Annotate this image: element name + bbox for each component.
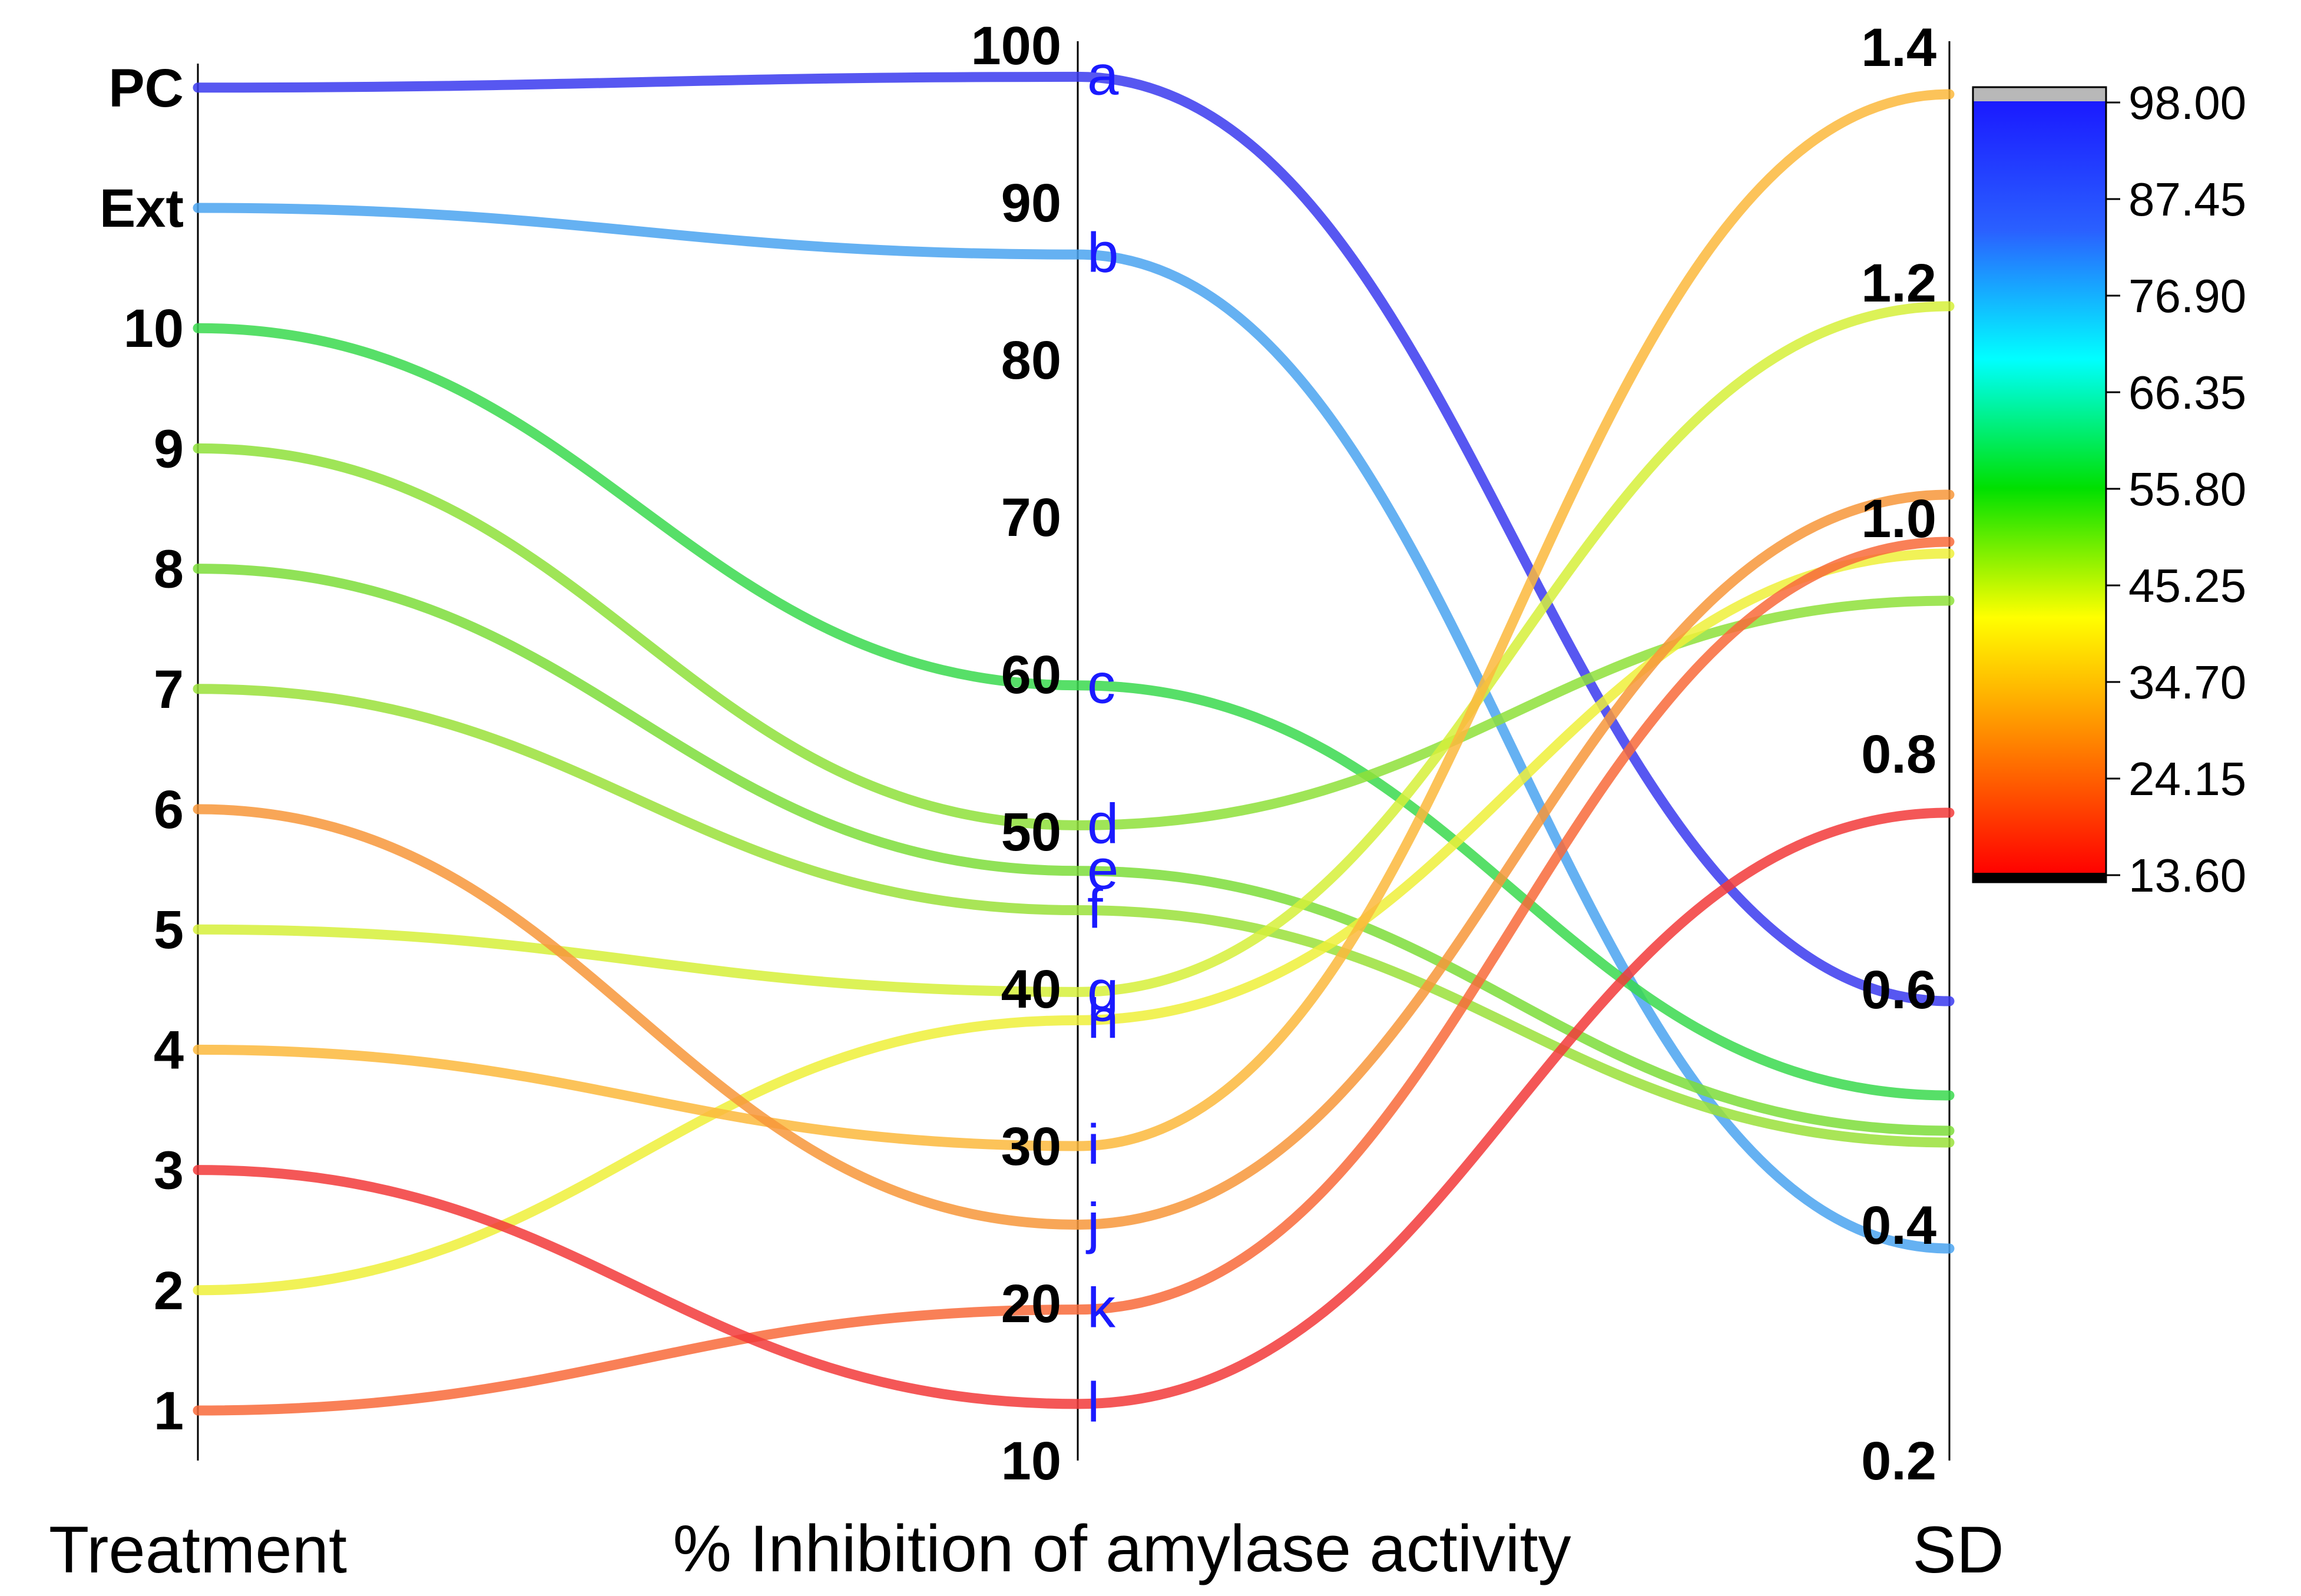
- colorbar-gradient: [1973, 101, 2106, 875]
- sd-tick-labels: 0.2 0.4 0.6 0.8 1.0 1.2 1.4: [1861, 18, 1936, 1491]
- series-line-7: [193, 684, 1955, 1148]
- significance-letter-f: f: [1087, 878, 1103, 941]
- series-line-10: [193, 323, 1955, 1101]
- significance-letter-e: e: [1087, 838, 1118, 901]
- sd-tick-0-4: 0.4: [1861, 1196, 1936, 1256]
- sd-axis-title: SD: [1912, 1513, 2004, 1587]
- treatment-tick-2: 2: [154, 1261, 184, 1321]
- inhibition-tick-20: 20: [1001, 1274, 1061, 1334]
- treatment-tick-7: 7: [154, 660, 184, 720]
- treatment-tick-3: 3: [154, 1141, 184, 1201]
- sd-tick-1-2: 1.2: [1861, 253, 1936, 313]
- treatment-tick-ext: Ext: [100, 178, 184, 239]
- colorbar-tick-87-45: 87.45: [2128, 173, 2246, 226]
- inhibition-tick-70: 70: [1001, 488, 1061, 548]
- colorbar-ticks: 98.00 87.45 76.90 66.35 55.80 45.25 34.70 24.15…: [2106, 77, 2246, 902]
- significance-letter-i: i: [1087, 1113, 1100, 1176]
- significance-letter-j: j: [1085, 1192, 1100, 1255]
- inhibition-tick-50: 50: [1001, 802, 1061, 862]
- colorbar-tick-76-90: 76.90: [2128, 270, 2246, 322]
- inhibition-tick-90: 90: [1001, 173, 1061, 233]
- series-line-pc: [193, 71, 1955, 1006]
- series-line-ext: [193, 203, 1955, 1254]
- treatment-tick-labels: 1 2 3 4 5 6 7 8 9 10 Ext PC: [100, 58, 184, 1441]
- treatment-tick-9: 9: [154, 419, 184, 479]
- inhibition-tick-80: 80: [1001, 330, 1061, 390]
- colorbar-tick-13-60: 13.60: [2128, 849, 2246, 902]
- sd-tick-0-2: 0.2: [1861, 1431, 1936, 1491]
- significance-letter-k: k: [1087, 1277, 1116, 1340]
- colorbar-bottom-cap: [1973, 873, 2106, 882]
- colorbar-tick-34-70: 34.70: [2128, 656, 2246, 708]
- significance-letter-g: g: [1087, 959, 1118, 1022]
- colorbar-tick-55-80: 55.80: [2128, 463, 2246, 515]
- colorbar: 98.00 87.45 76.90 66.35 55.80 45.25 34.70 24.15…: [1972, 77, 2246, 902]
- series-lines: [193, 71, 1955, 1416]
- series-line-3: [193, 807, 1955, 1409]
- inhibition-tick-100: 100: [971, 16, 1062, 76]
- treatment-tick-4: 4: [154, 1020, 184, 1080]
- series-line-5: [193, 301, 1955, 997]
- colorbar-frame: [1972, 86, 2107, 883]
- colorbar-tick-45-25: 45.25: [2128, 559, 2246, 612]
- treatment-axis-title: Treatment: [49, 1513, 347, 1587]
- significance-letter-b: b: [1087, 221, 1118, 284]
- inhibition-tick-30: 30: [1001, 1117, 1061, 1177]
- inhibition-tick-60: 60: [1001, 645, 1061, 705]
- significance-letter-l: l: [1087, 1371, 1100, 1434]
- colorbar-tick-98-00: 98.00: [2128, 77, 2246, 129]
- treatment-tick-6: 6: [154, 780, 184, 840]
- inhibition-tick-labels: 10 20 30 40 50 60 70 80 90 100: [971, 16, 1062, 1491]
- significance-letter-h: h: [1087, 987, 1118, 1050]
- significance-letter-c: c: [1087, 653, 1115, 716]
- inhibition-tick-10: 10: [1001, 1431, 1061, 1491]
- treatment-tick-pc: PC: [108, 58, 184, 118]
- colorbar-tick-24-15: 24.15: [2128, 753, 2246, 805]
- series-line-4: [193, 89, 1955, 1151]
- treatment-tick-8: 8: [154, 539, 184, 600]
- treatment-tick-5: 5: [154, 900, 184, 960]
- series-line-1: [193, 537, 1955, 1416]
- significance-letter-a: a: [1087, 44, 1119, 107]
- series-line-8: [193, 564, 1955, 1136]
- inhibition-axis-title: % Inhibition of amylase activity: [673, 1512, 1571, 1585]
- sd-tick-1-4: 1.4: [1861, 18, 1936, 78]
- inhibition-tick-40: 40: [1001, 959, 1061, 1019]
- treatment-tick-1: 1: [154, 1381, 184, 1441]
- significance-letter-d: d: [1087, 792, 1118, 855]
- colorbar-top-cap: [1973, 87, 2106, 102]
- series-line-6: [193, 489, 1955, 1230]
- sd-tick-1-0: 1.0: [1861, 489, 1936, 549]
- colorbar-tick-66-35: 66.35: [2128, 366, 2246, 419]
- sd-tick-0-8: 0.8: [1861, 724, 1936, 784]
- sd-tick-0-6: 0.6: [1861, 960, 1936, 1020]
- series-line-9: [193, 443, 1955, 830]
- treatment-tick-10: 10: [124, 299, 184, 359]
